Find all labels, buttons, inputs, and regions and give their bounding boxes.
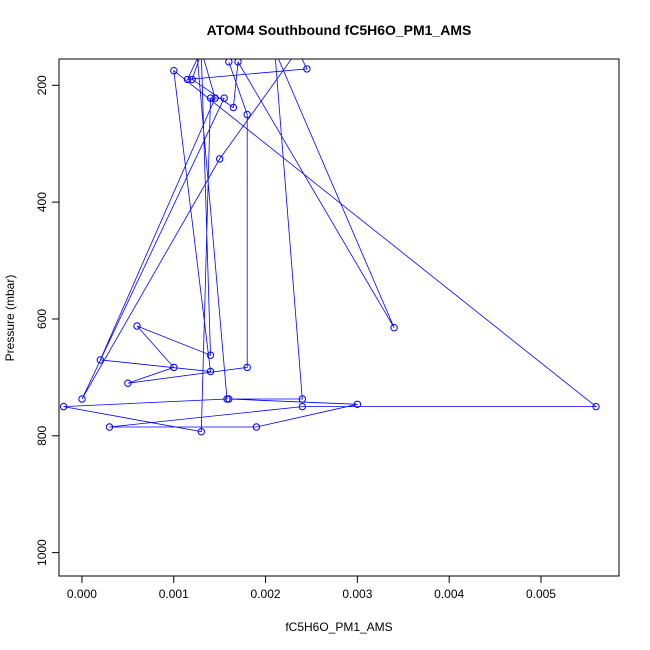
data-point [194,47,200,53]
plot-frame [58,58,620,577]
data-point [211,94,219,102]
x-tick-label: 0.005 [526,587,556,601]
data-point [78,395,86,403]
x-tick-label: 0.000 [67,587,97,601]
x-axis: 0.000 0.001 0.002 0.003 0.004 0.005 [67,576,556,601]
data-point [206,367,215,376]
data-point [206,94,215,102]
y-tick-label: 600 [35,309,49,329]
x-tick-label: 0.003 [342,587,372,601]
data-point [303,65,311,73]
data-point [183,75,192,84]
data-point [225,59,233,66]
data-point [197,428,206,436]
x-tick-label: 0.002 [251,587,281,601]
data-point [124,379,132,387]
data-point [353,400,362,408]
data-point [206,351,215,359]
data-point [220,94,228,102]
data-point [216,155,224,163]
data-point [234,59,242,66]
data-point [272,47,278,53]
data-point [105,423,114,431]
data-point [229,103,238,112]
data-point [170,67,178,75]
data-point [298,395,306,403]
data-point [59,402,68,411]
x-tick-label: 0.001 [159,587,189,601]
y-axis-label: Pressure (mbar) [3,275,17,362]
data-points [59,47,600,436]
data-point [198,47,204,53]
chart-title: ATOM4 Southbound fC5H6O_PM1_AMS [207,22,472,38]
data-point [243,110,251,119]
data-point [252,423,261,431]
data-point [198,50,204,56]
data-point [96,356,105,364]
data-point [223,395,231,403]
y-tick-label: 800 [35,425,49,445]
data-point [592,402,600,411]
y-tick-label: 400 [35,192,49,212]
data-point [243,363,251,372]
data-point [295,47,301,53]
series-line [63,59,598,433]
data-point [298,402,306,411]
y-axis: 200 400 600 800 1000 [35,75,59,566]
data-point [390,324,398,332]
x-axis-label: fC5H6O_PM1_AMS [285,620,392,634]
data-point [188,75,196,84]
data-point [133,322,141,330]
x-tick-label: 0.004 [434,587,464,601]
y-tick-label: 200 [35,75,49,95]
data-point [170,363,178,372]
y-tick-label: 1000 [35,539,49,566]
plot-area [59,47,600,436]
